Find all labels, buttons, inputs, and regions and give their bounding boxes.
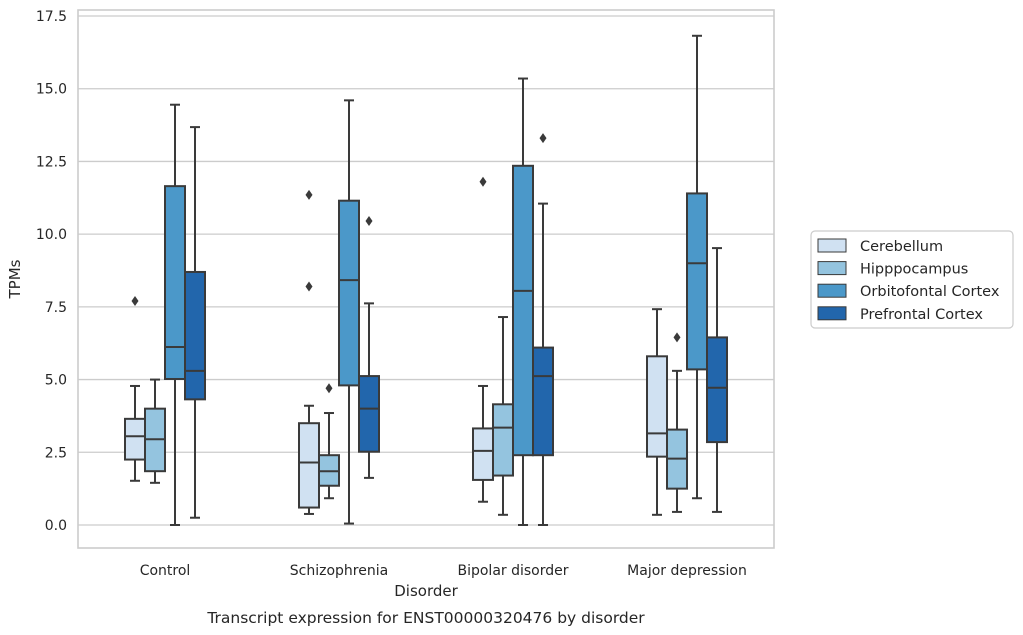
box-iqr xyxy=(512,164,534,457)
box-iqr xyxy=(338,199,360,387)
y-axis-ticks: 0.0 2.5 5.0 7.5 10.0 12.5 15.0 17.5 xyxy=(36,9,67,534)
outlier-point xyxy=(479,176,487,187)
box-iqr xyxy=(686,192,708,371)
box xyxy=(298,189,320,515)
box xyxy=(532,133,554,526)
y-tick-label: 2.5 xyxy=(45,445,67,461)
x-tick-label: Bipolar disorder xyxy=(457,563,568,579)
legend: Cerebellum Hipppocampus Orbitofontal Corte… xyxy=(810,230,1014,329)
y-tick-label: 7.5 xyxy=(45,300,67,316)
box xyxy=(124,296,146,482)
box-iqr xyxy=(646,355,668,458)
chart-caption: Transcript expression for ENST0000032047… xyxy=(206,609,645,627)
x-axis-ticks: Control Schizophrenia Bipolar disorder Majo… xyxy=(140,563,747,579)
box xyxy=(472,176,494,503)
box-group xyxy=(646,34,728,516)
box-iqr xyxy=(358,375,380,453)
x-tick-label: Schizophrenia xyxy=(290,563,388,579)
y-tick-label: 0.0 xyxy=(45,518,67,534)
legend-frame xyxy=(810,230,1014,329)
outlier-point xyxy=(325,383,333,394)
box xyxy=(512,77,534,526)
legend-swatch xyxy=(817,283,847,298)
outlier-point xyxy=(131,296,139,307)
box-iqr xyxy=(298,422,320,509)
box-group xyxy=(472,77,554,526)
box-group xyxy=(124,103,206,526)
y-tick-label: 12.5 xyxy=(36,154,67,170)
box-iqr xyxy=(492,403,514,477)
box xyxy=(338,99,360,525)
box-iqr xyxy=(164,185,186,380)
box-iqr xyxy=(706,336,728,444)
box xyxy=(686,34,708,500)
box xyxy=(666,332,688,513)
outlier-point xyxy=(673,332,681,343)
plot-area-frame xyxy=(77,9,775,549)
box-iqr xyxy=(124,417,146,461)
box xyxy=(318,383,340,500)
box xyxy=(184,126,206,519)
y-tick-label: 10.0 xyxy=(36,227,67,243)
box-iqr xyxy=(532,346,554,457)
box xyxy=(164,103,186,526)
box xyxy=(144,378,166,484)
legend-label: Hipppocampus xyxy=(860,262,968,278)
legend-swatch xyxy=(817,306,847,321)
box-groups xyxy=(124,34,728,526)
box xyxy=(358,216,380,479)
outlier-point xyxy=(305,189,313,200)
box xyxy=(492,316,514,516)
outlier-point xyxy=(305,281,313,292)
legend-swatch xyxy=(817,261,847,276)
box xyxy=(706,247,728,513)
x-tick-label: Control xyxy=(140,563,191,579)
y-tick-label: 15.0 xyxy=(36,82,67,98)
box-iqr xyxy=(472,427,494,481)
x-axis-label: Disorder xyxy=(394,582,458,600)
legend-label: Cerebellum xyxy=(860,239,943,255)
x-tick-label: Major depression xyxy=(627,563,747,579)
y-tick-label: 17.5 xyxy=(36,9,67,25)
y-tick-label: 5.0 xyxy=(45,373,67,389)
box-iqr xyxy=(184,270,206,401)
outlier-point xyxy=(365,216,373,227)
box xyxy=(646,308,668,516)
box-group xyxy=(298,99,380,525)
y-axis-label: TPMs xyxy=(6,259,24,299)
legend-label: Prefrontal Cortex xyxy=(860,307,983,323)
legend-label: Orbitofontal Cortex xyxy=(860,284,1000,300)
outlier-point xyxy=(539,133,547,144)
legend-swatch xyxy=(817,238,847,253)
